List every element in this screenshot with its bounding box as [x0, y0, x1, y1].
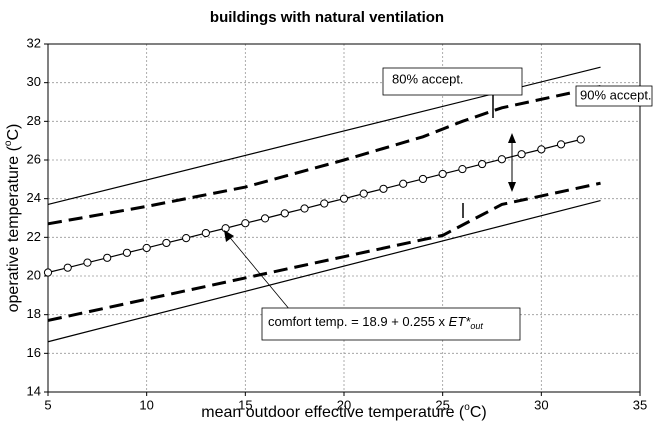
marker: [260, 214, 270, 223]
marker: [418, 174, 428, 184]
x-tick-label: 5: [44, 397, 51, 412]
marker: [63, 263, 72, 272]
marker: [359, 189, 368, 198]
marker: [556, 140, 566, 149]
marker: [537, 145, 546, 154]
marker: [103, 253, 112, 262]
series-line: [47, 85, 601, 226]
arrowhead: [508, 182, 516, 192]
x-tick-label: 10: [139, 397, 153, 412]
x-tick-label: 25: [435, 397, 449, 412]
x-axis-label: mean outdoor effective temperature (oC): [201, 402, 486, 422]
y-tick-label: 24: [27, 190, 41, 205]
marker: [458, 164, 467, 174]
annotation-box: [382, 67, 523, 96]
annotations: 80% accept. 90% accept. comfort temp. = …: [224, 67, 653, 341]
marker: [83, 258, 92, 267]
marker: [576, 135, 585, 144]
marker: [438, 169, 447, 179]
plot-frame: [47, 43, 641, 393]
annotation: 90% accept.: [580, 87, 652, 102]
y-tick-label: 28: [27, 113, 41, 128]
marker: [241, 219, 250, 228]
marker: [379, 184, 388, 193]
marker: [43, 268, 53, 277]
marker: [517, 150, 526, 159]
marker: [122, 248, 132, 257]
marker: [221, 224, 230, 233]
series-line: [47, 181, 601, 322]
marker: [182, 234, 191, 243]
annotation-box: [575, 85, 653, 107]
marker: [142, 243, 151, 253]
marker: [478, 159, 487, 169]
x-tick-label: 30: [534, 397, 548, 412]
x-tick-label: 20: [337, 397, 351, 412]
chart-title: buildings with natural ventilation: [210, 9, 444, 26]
pointer: [226, 233, 291, 311]
y-tick-label: 18: [27, 306, 41, 321]
series-line: [47, 138, 581, 274]
arrowhead: [224, 230, 234, 242]
series-line: [47, 200, 601, 343]
y-tick-label: 14: [27, 383, 41, 398]
marker: [201, 228, 210, 238]
arrowhead: [508, 133, 516, 143]
annotation: comfort temp. = 18.9 + 0.255 x ET*out: [268, 314, 483, 331]
annotation: 80% accept.: [392, 71, 464, 86]
x-tick-label: 35: [633, 397, 647, 412]
marker: [280, 209, 289, 218]
y-tick-label: 26: [27, 151, 41, 166]
y-axis-label: operative temperature (oC): [3, 124, 23, 313]
annotation-box: [261, 307, 521, 341]
y-tick-label: 20: [27, 267, 41, 282]
marker: [300, 204, 309, 213]
y-tick-label: 16: [27, 345, 41, 360]
marker: [399, 179, 408, 188]
y-tick-label: 32: [27, 35, 41, 50]
marker: [320, 199, 329, 208]
marker: [162, 238, 171, 248]
marker: [339, 194, 349, 203]
y-tick-label: 22: [27, 229, 41, 244]
x-tick-label: 15: [238, 397, 252, 412]
marker: [497, 155, 506, 164]
y-tick-label: 30: [27, 74, 41, 89]
